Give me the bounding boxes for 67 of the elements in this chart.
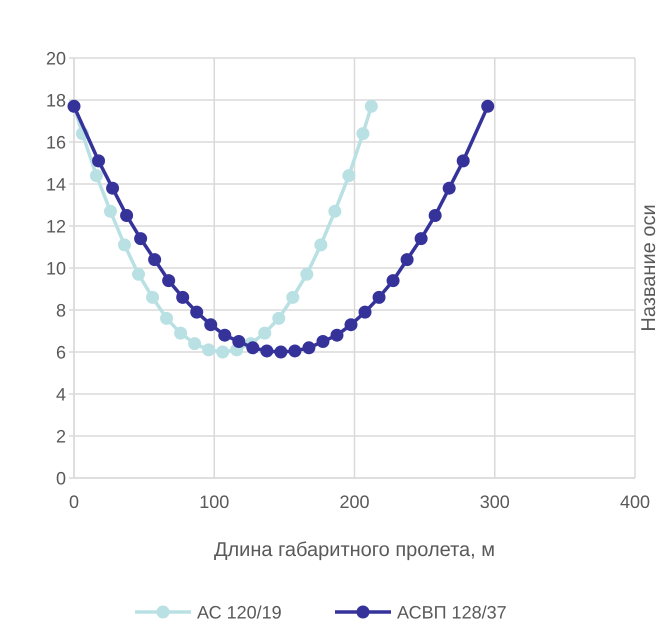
point [272, 312, 286, 325]
y-tick-label: 18 [46, 90, 66, 110]
point [106, 182, 120, 195]
point [160, 312, 174, 325]
y-tick-label: 16 [46, 132, 66, 152]
point [414, 232, 428, 246]
point [274, 346, 288, 358]
x-tick-label: 300 [480, 492, 510, 512]
point [481, 100, 494, 113]
legend-label: АСВП 128/37 [397, 602, 507, 622]
x-tick-label: 200 [339, 492, 370, 512]
point [428, 209, 442, 222]
point [174, 326, 188, 340]
point [358, 306, 372, 319]
y-axis-title: Название оси [638, 204, 658, 332]
point [190, 306, 204, 319]
point [148, 253, 162, 266]
point [118, 238, 131, 252]
point [260, 344, 274, 358]
point [356, 127, 370, 140]
point [204, 318, 218, 332]
point [344, 318, 358, 332]
point [442, 182, 456, 195]
point [202, 343, 216, 356]
point [328, 204, 342, 218]
point [400, 253, 414, 266]
point [134, 232, 148, 246]
y-tick-label: 14 [46, 174, 66, 194]
point [246, 341, 260, 354]
point [372, 290, 386, 304]
point [188, 337, 202, 350]
y-tick-label: 2 [56, 426, 66, 446]
y-tick-label: 10 [46, 258, 66, 278]
point [302, 341, 316, 354]
x-tick-label: 0 [68, 492, 80, 512]
y-tick-label: 6 [56, 342, 66, 362]
x-tick-label: 100 [199, 492, 230, 512]
point [176, 290, 190, 304]
point [90, 169, 103, 182]
point [330, 328, 344, 342]
point [258, 326, 272, 340]
point [218, 328, 232, 342]
point [132, 268, 146, 281]
point [162, 274, 176, 288]
point [216, 346, 230, 358]
point [456, 154, 470, 168]
point [314, 238, 328, 252]
x-axis-title: Длина габаритного пролета, м [214, 539, 496, 561]
point [364, 100, 378, 113]
point [92, 154, 106, 168]
y-tick-label: 12 [46, 216, 66, 236]
point [300, 268, 314, 281]
point [104, 204, 117, 218]
point [120, 209, 134, 222]
point [288, 344, 302, 358]
point [232, 335, 246, 348]
x-tick-label: 400 [620, 492, 650, 512]
point [342, 169, 356, 182]
y-tick-label: 0 [56, 468, 66, 488]
point [316, 335, 330, 348]
point [286, 290, 300, 304]
y-tick-label: 8 [56, 300, 66, 320]
y-tick-label: 20 [46, 48, 66, 68]
point [386, 274, 400, 288]
point [146, 290, 160, 304]
legend-label: АС 120/19 [197, 602, 282, 622]
y-tick-label: 4 [56, 384, 66, 404]
